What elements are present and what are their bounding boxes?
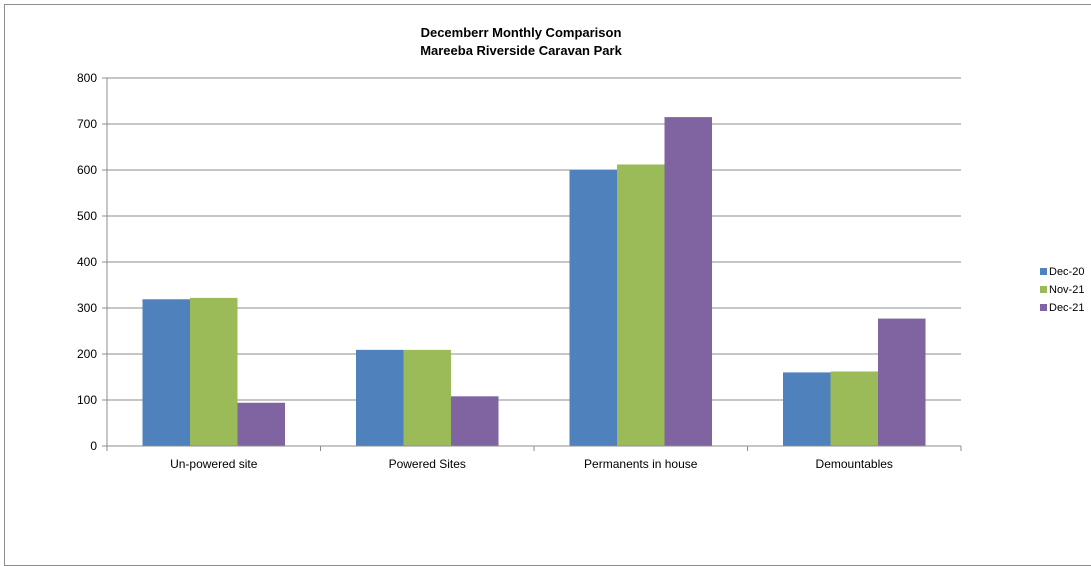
x-category-label: Un-powered site (170, 457, 258, 471)
axes (102, 77, 962, 451)
legend: Dec-20 Nov-21 Dec-21 (1040, 266, 1084, 314)
bar (569, 170, 617, 446)
legend-label: Dec-21 (1049, 302, 1084, 314)
y-tick-labels: 0 100 200 300 400 500 600 700 800 (77, 71, 97, 453)
y-tick-label: 300 (77, 301, 97, 315)
bar-chart: Decemberr Monthly Comparison Mareeba Riv… (77, 25, 1085, 471)
bars (142, 117, 926, 447)
legend-label: Nov-21 (1049, 284, 1084, 296)
bar (237, 402, 286, 446)
bar (142, 299, 190, 446)
y-tick-label: 800 (77, 71, 97, 85)
bar (878, 318, 926, 446)
legend-swatch (1040, 268, 1047, 275)
gridlines (107, 77, 961, 401)
legend-swatch (1040, 304, 1047, 311)
bar (664, 117, 713, 446)
bar (830, 371, 879, 446)
y-tick-label: 500 (77, 209, 97, 223)
bar (189, 297, 238, 446)
x-category-labels: Un-powered site Powered Sites Permanents i… (170, 457, 893, 471)
bar (451, 396, 499, 446)
x-category-label: Permanents in house (584, 457, 698, 471)
legend-swatch (1040, 286, 1047, 293)
chart-title: Decemberr Monthly Comparison (421, 25, 622, 40)
y-tick-label: 200 (77, 347, 97, 361)
bar (782, 372, 831, 446)
bar (403, 349, 452, 446)
legend-label: Dec-20 (1049, 266, 1084, 278)
y-tick-label: 400 (77, 255, 97, 269)
bar (355, 349, 404, 446)
x-category-label: Demountables (816, 457, 893, 471)
y-tick-label: 100 (77, 393, 97, 407)
y-tick-label: 700 (77, 117, 97, 131)
y-tick-label: 0 (90, 439, 97, 453)
x-category-label: Powered Sites (389, 457, 466, 471)
y-tick-label: 600 (77, 163, 97, 177)
chart-frame (4, 4, 1091, 566)
chart-subtitle: Mareeba Riverside Caravan Park (420, 43, 622, 58)
bar (616, 164, 665, 447)
